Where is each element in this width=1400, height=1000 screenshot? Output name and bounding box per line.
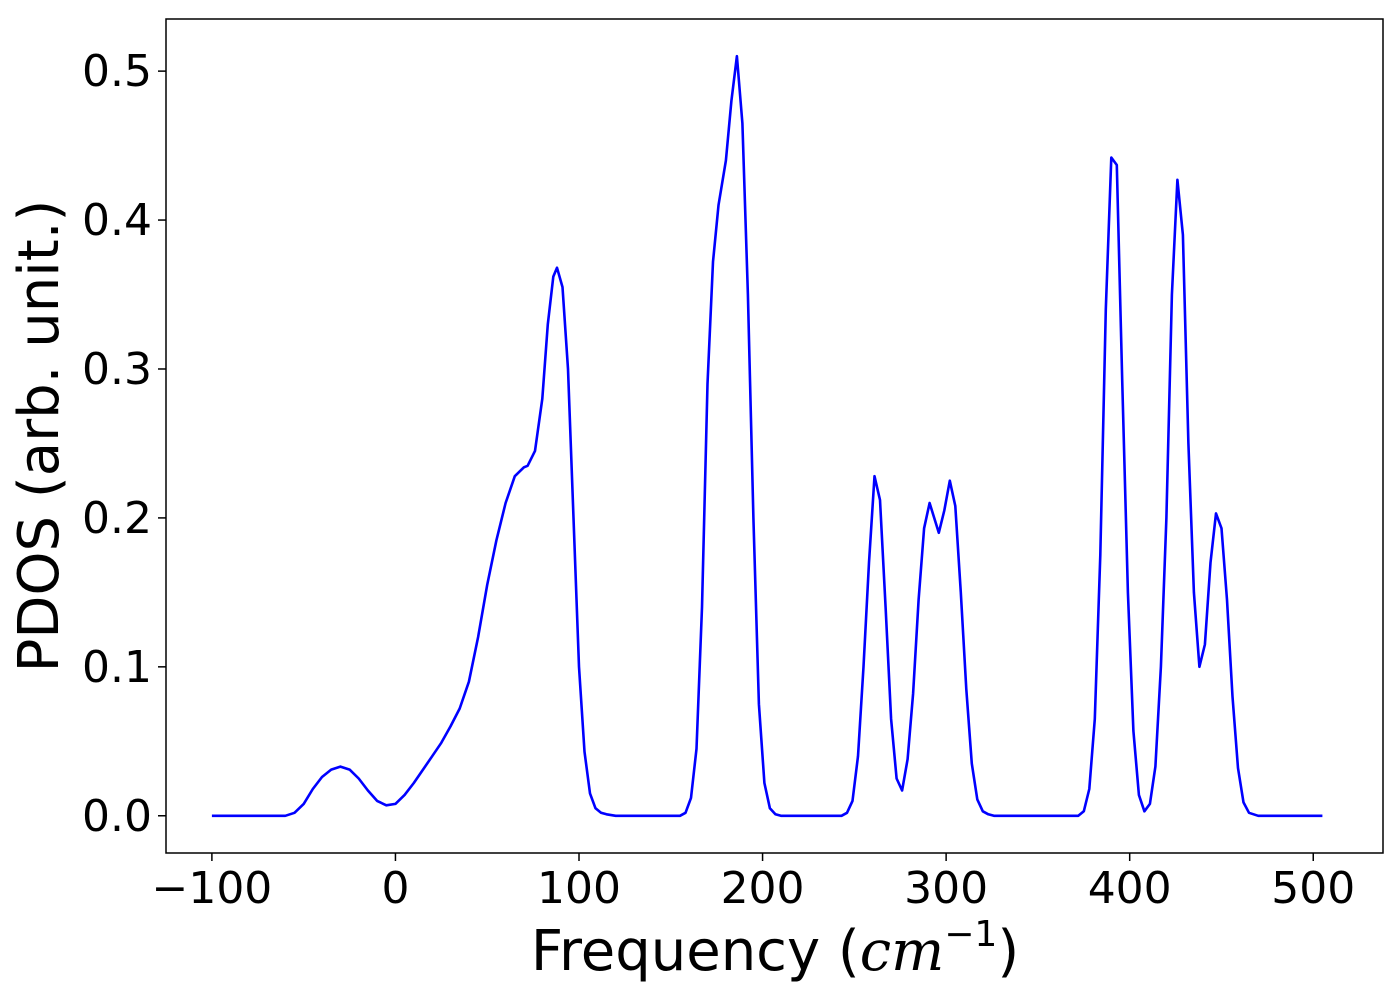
x-tick-label: 400 — [1088, 863, 1172, 914]
y-tick-label: 0.5 — [82, 46, 152, 97]
pdos-series-line-0 — [211, 54, 1323, 818]
x-axis-ticks: −100 0 100 200 300 400 500 — [151, 853, 1355, 914]
y-tick-label: 0.0 — [82, 791, 152, 842]
x-axis-label-prefix: Frequency ( — [531, 919, 860, 984]
y-axis-ticks: 0.0 0.1 0.2 0.3 0.4 0.5 — [82, 46, 166, 842]
y-tick-label: 0.4 — [82, 195, 152, 246]
y-axis-label: PDOS (arb. unit.) — [7, 200, 72, 673]
x-tick-label: −100 — [151, 863, 272, 914]
x-tick-label: 0 — [381, 863, 409, 914]
x-tick-label: 100 — [537, 863, 621, 914]
x-axis-label-suffix: ) — [997, 919, 1019, 984]
x-tick-label: 200 — [721, 863, 805, 914]
y-tick-label: 0.2 — [82, 493, 152, 544]
x-axis-label-unit: cm — [860, 919, 944, 984]
y-tick-label: 0.1 — [82, 642, 152, 693]
x-tick-label: 300 — [904, 863, 988, 914]
x-axis-label: Frequency (cm−1) — [531, 914, 1019, 984]
series-layer — [211, 54, 1323, 818]
x-axis-label-exponent: −1 — [944, 914, 997, 955]
plot-frame — [165, 18, 1384, 854]
y-tick-label: 0.3 — [82, 344, 152, 395]
x-tick-label: 500 — [1271, 863, 1355, 914]
